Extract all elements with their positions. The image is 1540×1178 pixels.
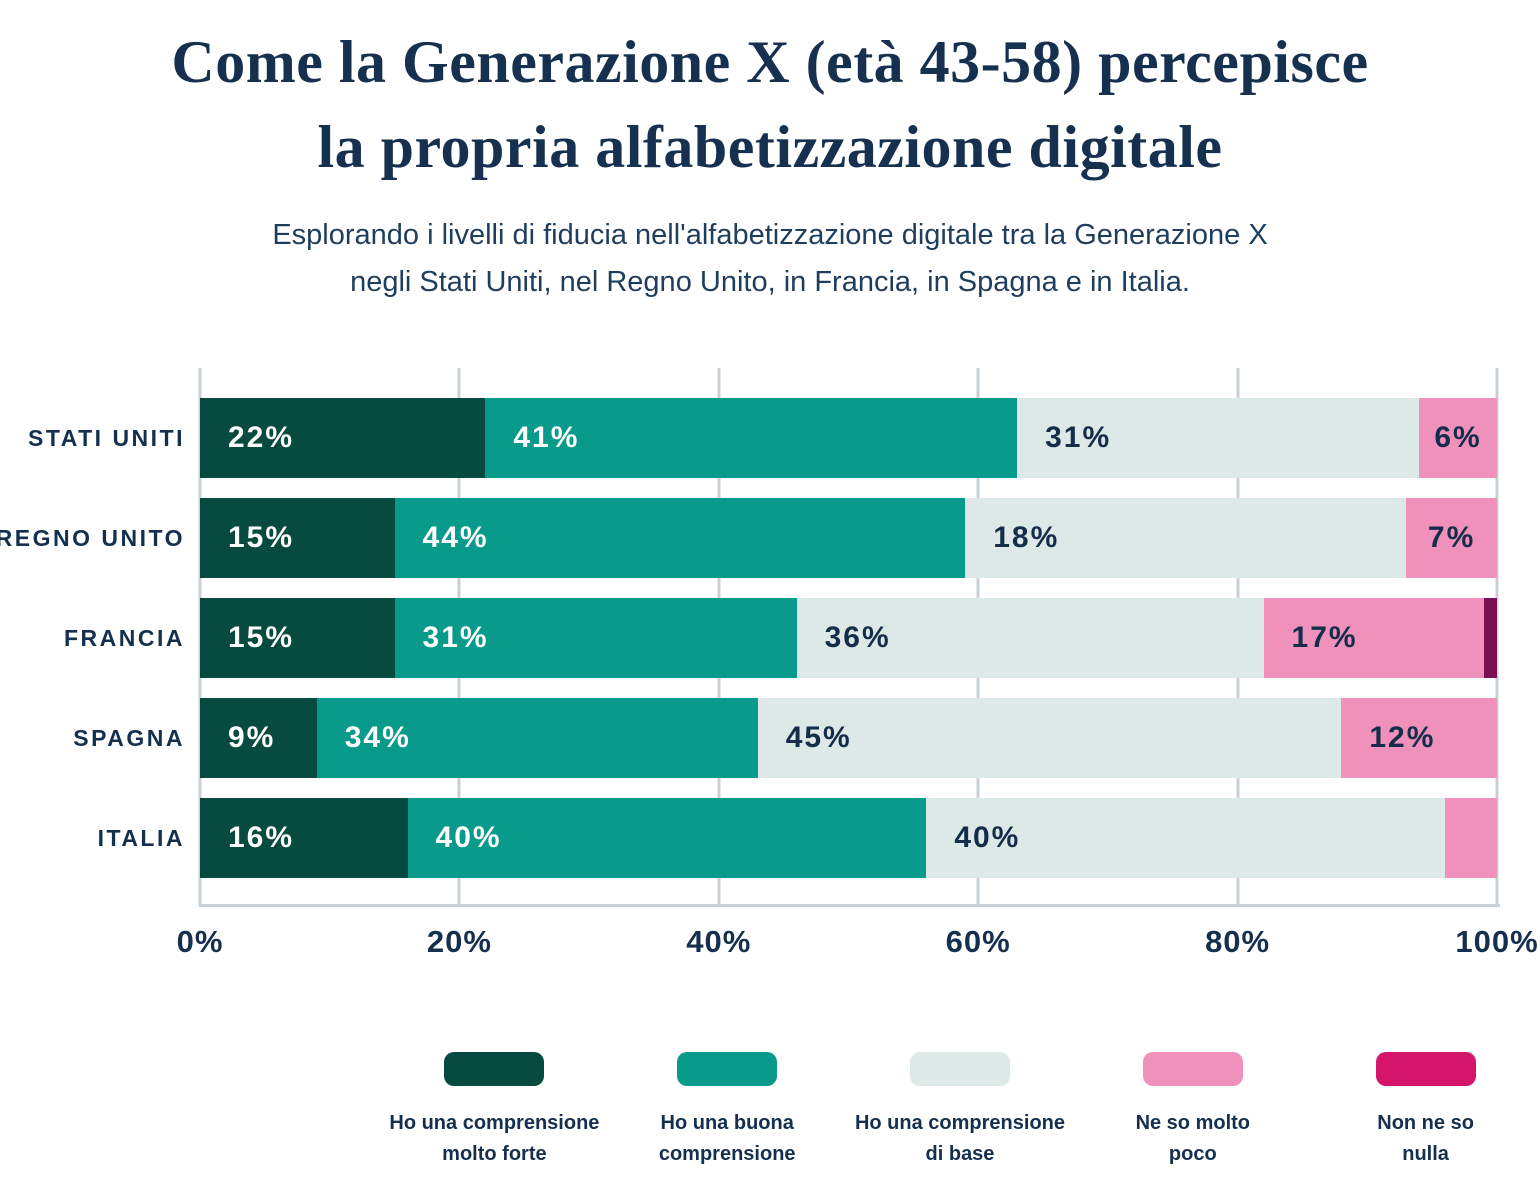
legend-label-line: comprensione [658, 1143, 796, 1165]
legend-label-line: Non ne so [1377, 1112, 1474, 1134]
bar-segment-label: 18% [993, 521, 1060, 554]
bar-segment-label: 36% [824, 621, 891, 654]
category-labels: STATI UNITI REGNO UNITO FRANCIA SPAGNA ITALI… [0, 368, 185, 907]
legend-label-line: nulla [1402, 1143, 1449, 1165]
legend-item: Ne so molto poco [1076, 1052, 1309, 1170]
bar-segment: 40% [926, 798, 1446, 878]
legend-swatch [677, 1052, 778, 1086]
x-axis: 0% 20% 40% 60% 80% 100% [177, 924, 1538, 968]
legend-label-line: molto forte [442, 1143, 547, 1165]
legend-label: Ne so molto poco [1136, 1108, 1250, 1170]
legend-label: Non ne so nulla [1377, 1108, 1474, 1170]
x-axis-tick-label: 20% [426, 924, 492, 959]
bar-segment-label: 15% [228, 621, 295, 654]
legend-label: Ho una buona comprensione [659, 1108, 796, 1170]
legend-item: Ho una comprensione di base [844, 1052, 1077, 1170]
legend: Ho una comprensione molto forte Ho una buo… [378, 1052, 1540, 1170]
legend-label-line: Ho una comprensione [854, 1112, 1065, 1134]
bar-segment: 17% [1263, 598, 1484, 678]
bar-segment: 31% [394, 598, 797, 678]
category-label: STATI UNITI [28, 424, 185, 451]
bar-segment: 34% [316, 698, 758, 778]
legend-item: Ho una comprensione molto forte [378, 1052, 611, 1170]
legend-swatch [1375, 1052, 1476, 1086]
bar-segment-label: 12% [1369, 721, 1436, 754]
legend-label: Ho una comprensione di base [855, 1108, 1065, 1170]
bar-segment-label: 16% [228, 821, 295, 854]
bar-segment: 9% [200, 698, 317, 778]
bar-segment: 6% [1419, 398, 1497, 478]
bar-segment: 45% [757, 698, 1342, 778]
category-label: SPAGNA [73, 724, 185, 751]
gridline [1495, 368, 1499, 907]
legend-swatch [444, 1052, 545, 1086]
bar-segment: 16% [200, 798, 408, 878]
bar-row: 16% 40% 40% [200, 798, 1497, 878]
category-label: ITALIA [97, 824, 185, 851]
bar-segment-label: 44% [422, 521, 489, 554]
bar-segment: 12% [1341, 698, 1497, 778]
bar-segment: 18% [965, 498, 1407, 578]
legend-label: Ho una comprensione molto forte [389, 1108, 599, 1170]
bar-segment-label: 22% [228, 421, 295, 454]
bar-segment-label: 31% [1045, 421, 1112, 454]
category-label: REGNO UNITO [0, 524, 185, 551]
bar-segment-label: 6% [1434, 421, 1482, 454]
legend-swatch [909, 1052, 1010, 1086]
bar-segment: 44% [394, 498, 966, 578]
page-subtitle: Esplorando i livelli di fiducia nell'alf… [0, 212, 1540, 306]
axis-baseline [199, 904, 1500, 907]
legend-label-line: Ne so molto [1135, 1112, 1251, 1134]
bar-segment-label: 15% [228, 521, 295, 554]
bar-segment [1445, 798, 1497, 878]
bar-segment: 15% [200, 598, 395, 678]
page-title-line2: la propria alfabetizzazione digitale [317, 114, 1223, 180]
bar-row: 9% 34% 45% 12% [200, 698, 1497, 778]
bar-segment: 40% [407, 798, 927, 878]
legend-label-line: Ho una comprensione [389, 1112, 600, 1134]
bar-segment-label: 40% [435, 821, 502, 854]
bar-segment-label: 34% [344, 721, 411, 754]
x-axis-tick-label: 40% [686, 924, 752, 959]
legend-label-line: di base [925, 1143, 995, 1165]
bar-row: 15% 44% 18% 7% [200, 498, 1497, 578]
category-label: FRANCIA [64, 624, 185, 651]
bar-segment-label: 40% [954, 821, 1021, 854]
x-axis-tick-label: 60% [945, 924, 1011, 959]
page-subtitle-line2: negli Stati Uniti, nel Regno Unito, in F… [350, 266, 1190, 298]
x-axis-tick-label: 80% [1205, 924, 1271, 959]
legend-item: Ho una buona comprensione [611, 1052, 844, 1170]
bar-segment-label: 41% [513, 421, 580, 454]
bar-segment: 15% [200, 498, 395, 578]
page-title: Come la Generazione X (età 43-58) percep… [0, 20, 1540, 190]
legend-label-line: Ho una buona [660, 1112, 794, 1134]
bar-segment: 22% [200, 398, 486, 478]
bar-segment-label: 45% [785, 721, 852, 754]
page-subtitle-line1: Esplorando i livelli di fiducia nell'alf… [272, 219, 1268, 251]
bar-segment [1484, 598, 1497, 678]
legend-label-line: poco [1168, 1143, 1217, 1165]
plot-area: 22% 41% 31% 6% 15% 44% 18% 7% 15% 31% 36% 17% 9% 34% 4… [198, 368, 1500, 907]
legend-swatch [1142, 1052, 1243, 1086]
bar-segment-label: 9% [228, 721, 276, 754]
bar-segment: 36% [796, 598, 1264, 678]
x-axis-tick-label: 0% [176, 924, 224, 959]
bar-row: 22% 41% 31% 6% [200, 398, 1497, 478]
page-title-line1: Come la Generazione X (età 43-58) percep… [171, 29, 1369, 95]
bar-segment: 41% [485, 398, 1018, 478]
bar-segment-label: 7% [1427, 521, 1476, 554]
bar-segment: 7% [1406, 498, 1497, 578]
bar-segment-label: 17% [1291, 621, 1358, 654]
x-axis-tick-label: 100% [1455, 924, 1539, 959]
bar-row: 15% 31% 36% 17% [200, 598, 1497, 678]
legend-item: Non ne so nulla [1309, 1052, 1540, 1170]
bar-segment: 31% [1017, 398, 1420, 478]
bar-segment-label: 31% [422, 621, 489, 654]
